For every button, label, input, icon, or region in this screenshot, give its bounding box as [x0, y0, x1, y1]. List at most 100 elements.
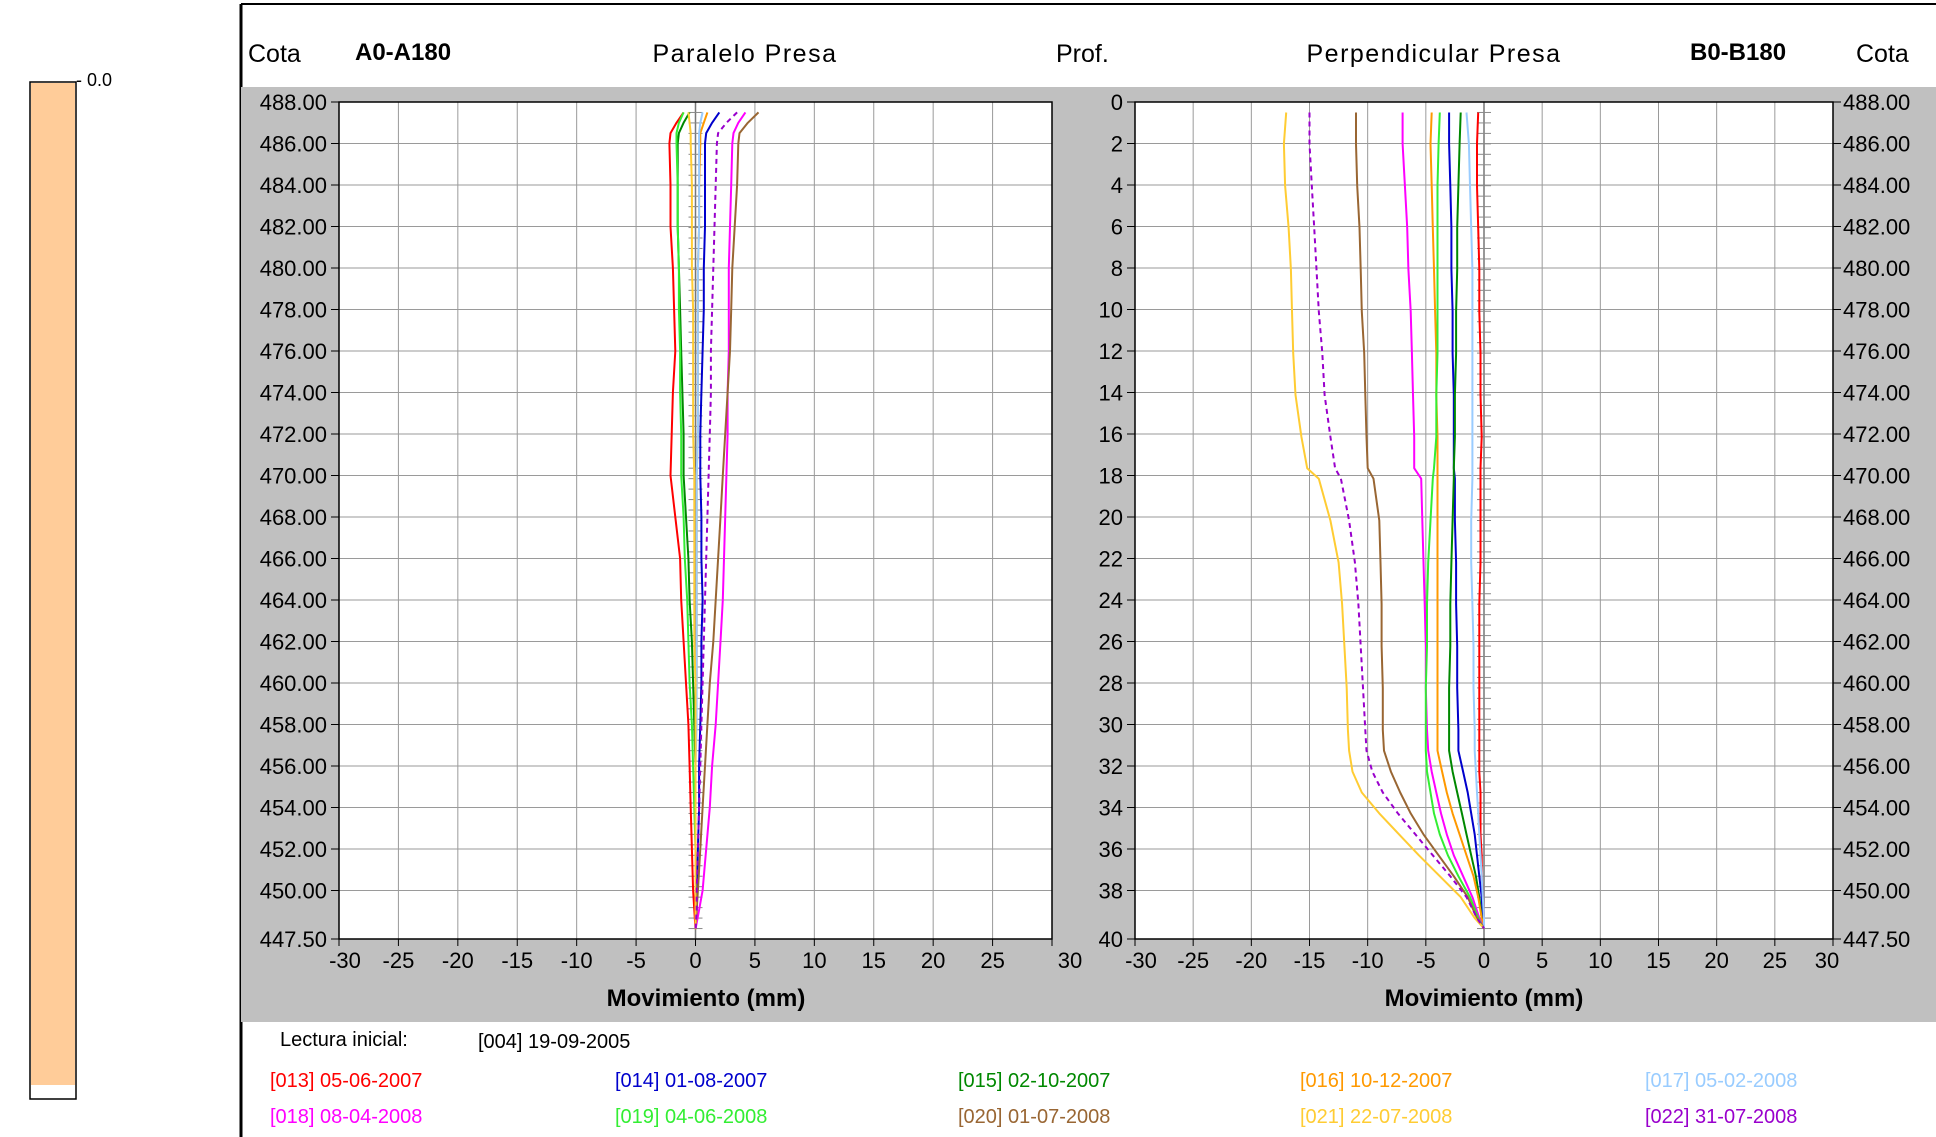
- x-tick-label: 10: [1588, 948, 1612, 973]
- x-tick-label: -15: [501, 948, 533, 973]
- x-tick-label: -5: [626, 948, 646, 973]
- right-cota-tick-label: 472.00: [1843, 422, 1910, 447]
- depth-y-tick-label: 4: [1111, 173, 1123, 198]
- left-cota-label: Cota: [248, 40, 301, 68]
- depth-y-tick-label: 24: [1099, 588, 1123, 613]
- series-line-014: [1448, 112, 1485, 929]
- depth-y-tick-label: 10: [1099, 298, 1123, 323]
- right-cota-tick-label: 486.00: [1843, 132, 1910, 157]
- legend-entry-017: [017] 05-02-2008: [1645, 1070, 1797, 1092]
- x-tick-label: 30: [1815, 948, 1839, 973]
- depth-y-tick-label: 40: [1099, 927, 1123, 952]
- legend-entry-015: [015] 02-10-2007: [958, 1070, 1110, 1092]
- legend-entry-021: [021] 22-07-2008: [1300, 1106, 1452, 1128]
- depth-y-tick-label: 8: [1111, 256, 1123, 281]
- right-cota-tick-label: 478.00: [1843, 298, 1910, 323]
- legend-entry-013: [013] 05-06-2007: [270, 1070, 422, 1092]
- depth-label: Prof.: [1056, 40, 1109, 68]
- depth-y-tick-label: 32: [1099, 754, 1123, 779]
- series-line-019: [1424, 112, 1485, 929]
- legend-entry-018: [018] 08-04-2008: [270, 1106, 422, 1128]
- left-y-tick-label: 456.00: [260, 754, 327, 779]
- left-sensor-label: A0-A180: [355, 39, 451, 66]
- x-tick-label: -25: [383, 948, 415, 973]
- x-tick-label: 5: [1536, 948, 1548, 973]
- series-line-022: [1308, 112, 1485, 930]
- series-paralelo: [668, 111, 760, 930]
- series-line-016: [1429, 112, 1485, 929]
- depth-y-tick-label: 20: [1099, 505, 1123, 530]
- x-tick-label: -20: [1235, 948, 1267, 973]
- depth-y-tick-label: 34: [1099, 796, 1123, 821]
- left-y-tick-label: 458.00: [260, 713, 327, 738]
- right-cota-tick-label: 452.00: [1843, 837, 1910, 862]
- legend-entry-022: [022] 31-07-2008: [1645, 1106, 1797, 1128]
- x-tick-label: -25: [1177, 948, 1209, 973]
- series-line-017: [1465, 112, 1485, 929]
- left-y-tick-label: 454.00: [260, 796, 327, 821]
- left-y-tick-label: 486.00: [260, 132, 327, 157]
- right-cota-tick-label: 462.00: [1843, 630, 1910, 655]
- x-tick-label: 20: [1704, 948, 1728, 973]
- right-cota-tick-label: 482.00: [1843, 215, 1910, 240]
- series-perpendicular: [1282, 112, 1485, 930]
- left-y-tick-label: 468.00: [260, 505, 327, 530]
- right-cota-tick-label: 468.00: [1843, 505, 1910, 530]
- left-y-tick-label: 476.00: [260, 339, 327, 364]
- depth-y-tick-label: 30: [1099, 713, 1123, 738]
- legend-entry-019: [019] 04-06-2008: [615, 1106, 767, 1128]
- series-line-021: [1282, 112, 1485, 930]
- x-tick-label: 5: [749, 948, 761, 973]
- left-y-tick-label: 460.00: [260, 671, 327, 696]
- left-y-tick-label: 466.00: [260, 547, 327, 572]
- right-cota-tick-label: 458.00: [1843, 713, 1910, 738]
- right-cota-tick-label: 447.50: [1843, 927, 1910, 952]
- right-cota-tick-label: 454.00: [1843, 796, 1910, 821]
- x-tick-label: 15: [862, 948, 886, 973]
- right-cota-tick-label: 480.00: [1843, 256, 1910, 281]
- x-tick-label: 20: [921, 948, 945, 973]
- x-tick-label: -15: [1294, 948, 1326, 973]
- right-sensor-label: B0-B180: [1690, 39, 1786, 66]
- depth-y-tick-label: 6: [1111, 215, 1123, 240]
- left-y-tick-label: 478.00: [260, 298, 327, 323]
- depth-y-tick-label: 16: [1099, 422, 1123, 447]
- series-line-020: [1355, 112, 1485, 930]
- series-line-014: [694, 111, 721, 930]
- left-y-tick-label: 450.00: [260, 879, 327, 904]
- legend-entry-014: [014] 01-08-2007: [615, 1070, 767, 1092]
- x-tick-label: 0: [689, 948, 701, 973]
- legend-items: [013] 05-06-2007 [014] 01-08-2007 [015] 02…: [270, 1070, 1797, 1128]
- x-tick-label: 10: [802, 948, 826, 973]
- left-y-tick-label: 452.00: [260, 837, 327, 862]
- left-y-tick-label: 470.00: [260, 464, 327, 489]
- x-tick-label: 25: [980, 948, 1004, 973]
- scale-bar-label: - 0.0: [76, 70, 112, 90]
- right-cota-tick-label: 464.00: [1843, 588, 1910, 613]
- depth-y-tick-label: 14: [1099, 381, 1123, 406]
- x-tick-label: -30: [329, 948, 361, 973]
- depth-y-tick-label: 18: [1099, 464, 1123, 489]
- x-tick-label: 30: [1058, 948, 1082, 973]
- right-cota-tick-label: 484.00: [1843, 173, 1910, 198]
- right-cota-label: Cota: [1856, 40, 1909, 68]
- x-tick-label: -30: [1125, 948, 1157, 973]
- series-line-020: [694, 111, 760, 930]
- depth-y-tick-label: 22: [1099, 547, 1123, 572]
- right-cota-tick-label: 456.00: [1843, 754, 1910, 779]
- series-line-018: [1401, 112, 1485, 929]
- left-y-tick-label: 472.00: [260, 422, 327, 447]
- left-y-tick-label: 488.00: [260, 90, 327, 115]
- depth-y-tick-label: 0: [1111, 90, 1123, 115]
- series-line-022: [694, 111, 738, 930]
- right-cota-tick-label: 450.00: [1843, 879, 1910, 904]
- left-y-tick-label: 447.50: [260, 927, 327, 952]
- series-line-021: [687, 112, 697, 930]
- depth-y-tick-label: 36: [1099, 837, 1123, 862]
- depth-y-tick-label: 2: [1111, 132, 1123, 157]
- series-line-015: [1448, 112, 1485, 929]
- legend-initial-value: [004] 19-09-2005: [478, 1031, 630, 1053]
- left-chart-title: Paralelo Presa: [653, 40, 838, 68]
- series-line-018: [694, 111, 747, 930]
